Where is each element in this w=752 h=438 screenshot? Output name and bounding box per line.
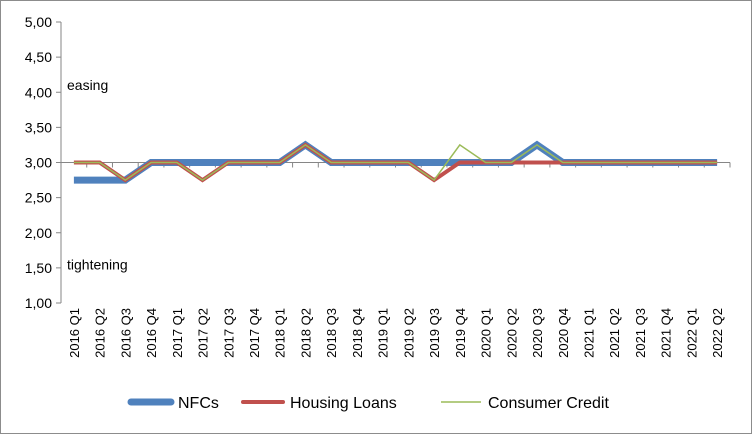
y-axis-ticks: 1,00 1,50 2,00 2,50 3,00 3,50 4,00 4,50 5,00 [25, 14, 61, 311]
x-tick-label: 2018 Q2 [298, 308, 313, 358]
y-tick-label: 1,00 [25, 295, 52, 311]
annotations: easing tightening [67, 77, 128, 272]
x-tick-label: 2022 Q2 [710, 308, 725, 358]
x-tick-label: 2017 Q4 [247, 308, 262, 358]
x-tick-label: 2016 Q2 [93, 308, 108, 358]
y-tick-label: 3,00 [25, 155, 52, 171]
annotation-label: tightening [67, 256, 128, 272]
series-line-consumer-credit [73, 143, 718, 182]
x-tick-label: 2020 Q4 [556, 308, 571, 358]
x-tick-label: 2018 Q1 [273, 308, 288, 358]
x-tick-label: 2022 Q1 [684, 308, 699, 358]
legend-label: NFCs [178, 395, 219, 412]
x-tick-label: 2019 Q4 [453, 308, 468, 358]
legend-label: Consumer Credit [488, 395, 609, 412]
y-tick-label: 4,00 [25, 84, 52, 100]
y-tick-label: 3,50 [25, 119, 52, 135]
y-tick-label: 2,00 [25, 225, 52, 241]
x-tick-label: 2021 Q4 [659, 308, 674, 358]
x-tick-label: 2016 Q3 [118, 308, 133, 358]
x-tick-label: 2021 Q2 [607, 308, 622, 358]
annotation-label: easing [67, 77, 108, 93]
x-tick-label: 2020 Q1 [479, 308, 494, 358]
x-tick-label: 2019 Q3 [427, 308, 442, 358]
legend: NFCs Housing Loans Consumer Credit [127, 395, 609, 412]
x-axis-ticks: 2016 Q1 2016 Q2 2016 Q3 2016 Q4 2017 Q1 2017 … [60, 162, 731, 358]
x-tick-label: 2019 Q1 [376, 308, 391, 358]
y-tick-label: 5,00 [25, 14, 52, 30]
y-tick-label: 2,50 [25, 190, 52, 206]
x-tick-label: 2019 Q2 [401, 308, 416, 358]
x-tick-label: 2021 Q3 [633, 308, 648, 358]
y-tick-label: 4,50 [25, 49, 52, 65]
x-tick-label: 2018 Q4 [350, 308, 365, 358]
series-lines [73, 140, 718, 184]
x-tick-label: 2016 Q1 [67, 308, 82, 358]
x-tick-label: 2020 Q3 [530, 308, 545, 358]
y-tick-label: 1,50 [25, 260, 52, 276]
x-tick-label: 2017 Q3 [221, 308, 236, 358]
legend-label: Housing Loans [290, 395, 397, 412]
x-tick-label: 2018 Q3 [324, 308, 339, 358]
x-tick-label: 2020 Q2 [504, 308, 519, 358]
x-tick-label: 2017 Q2 [196, 308, 211, 358]
x-tick-label: 2017 Q1 [170, 308, 185, 358]
x-tick-label: 2021 Q1 [581, 308, 596, 358]
x-tick-label: 2016 Q4 [144, 308, 159, 358]
